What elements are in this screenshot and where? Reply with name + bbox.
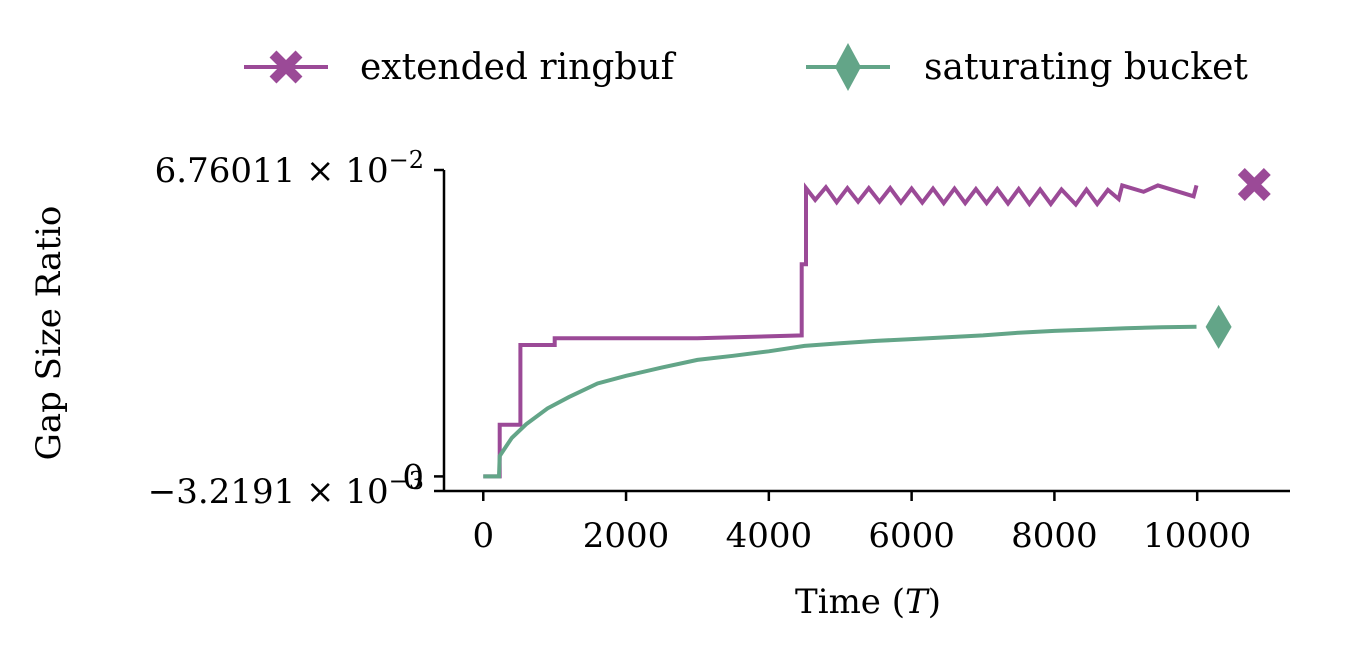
y-tick-label: 0 xyxy=(402,457,424,497)
series-end-diamond-icon xyxy=(1205,304,1232,349)
legend-label: extended ringbuf xyxy=(360,47,677,88)
x-tick-label: 8000 xyxy=(1011,516,1098,556)
x-tick-label: 4000 xyxy=(726,516,813,556)
series-line-extended-ringbuf xyxy=(483,182,1199,479)
x-axis-title: Time (T) xyxy=(795,582,941,622)
legend: extended ringbuf saturating bucket xyxy=(244,43,1248,91)
legend-item-saturating-bucket: saturating bucket xyxy=(806,43,1248,91)
y-axis-title: Gap Size Ratio xyxy=(29,206,69,461)
legend-label: saturating bucket xyxy=(924,47,1248,88)
series-line-saturating-bucket xyxy=(483,324,1197,479)
legend-x-icon xyxy=(269,50,303,84)
legend-item-extended-ringbuf: extended ringbuf xyxy=(244,47,677,88)
series-end-x-icon xyxy=(1237,168,1271,201)
axes: 0 2000 4000 6000 8000 10000−3.2191 × 10−306.7… xyxy=(148,146,1290,556)
x-tick-label: 2000 xyxy=(583,516,670,556)
y-tick-label: 6.76011 × 10−2 xyxy=(155,146,424,191)
axis-titles: Time (T) Gap Size Ratio xyxy=(29,206,941,622)
y-tick-label: −3.2191 × 10−3 xyxy=(148,467,424,512)
plot-area xyxy=(483,168,1271,479)
legend-diamond-icon xyxy=(835,43,861,91)
x-tick-label: 10000 xyxy=(1143,516,1251,556)
x-tick-label: 0 xyxy=(472,516,494,556)
x-tick-label: 6000 xyxy=(868,516,955,556)
